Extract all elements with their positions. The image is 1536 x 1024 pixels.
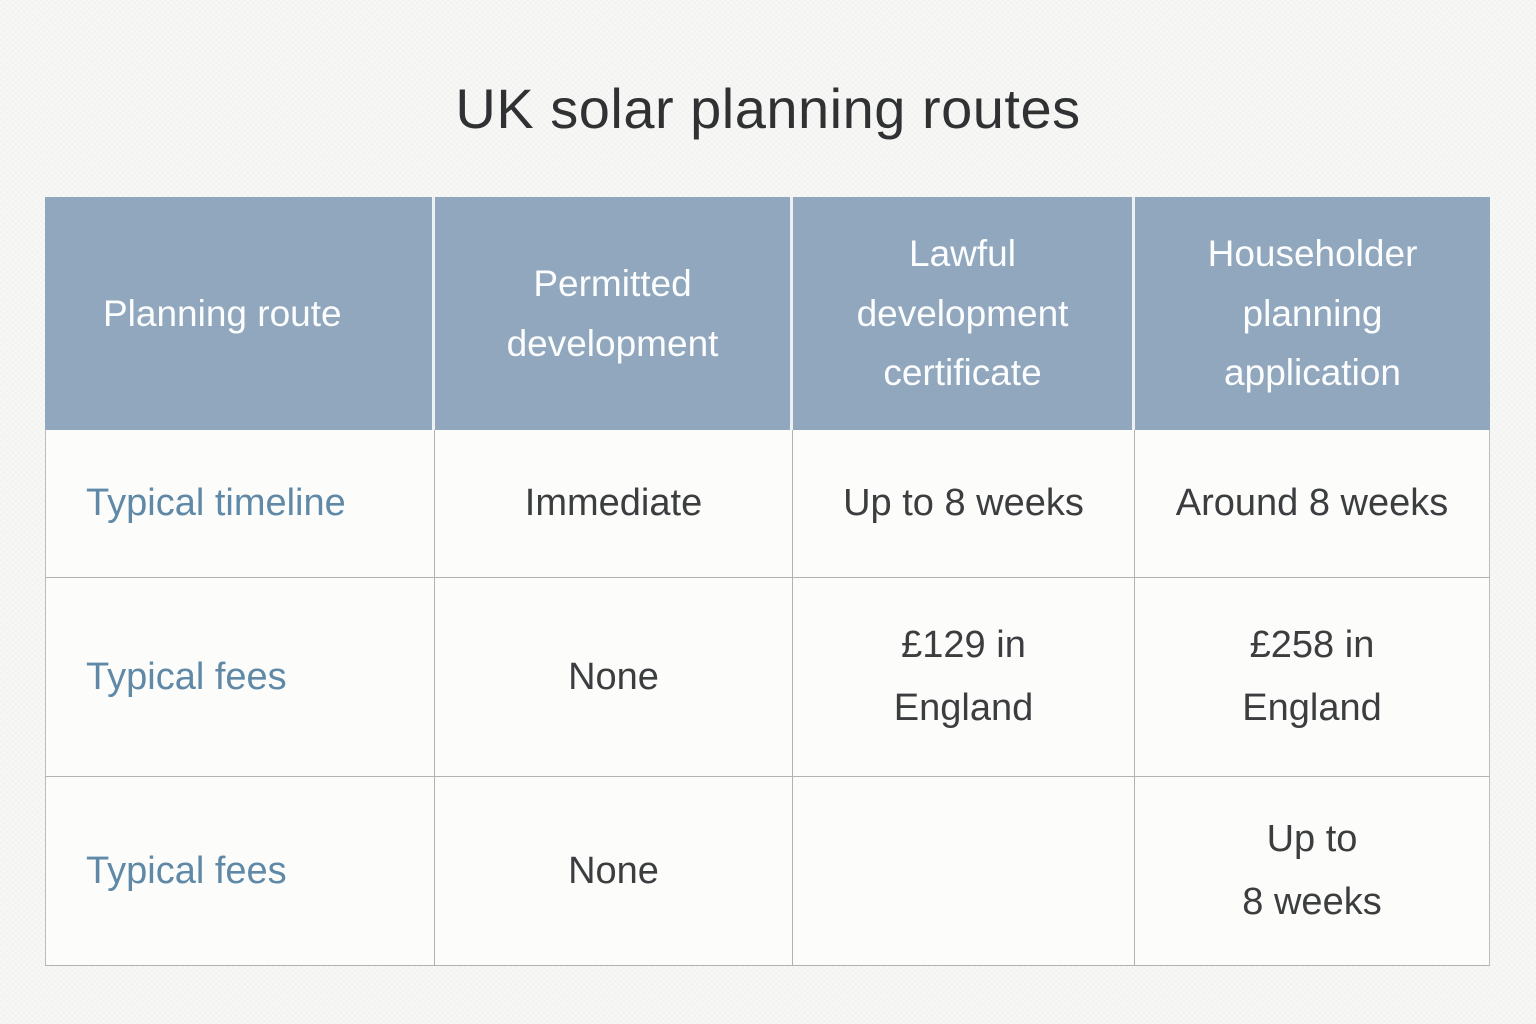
row-label-typical-fees-2: Typical fees xyxy=(45,777,435,966)
cell-timeline-lawful-development-certificate: Up to 8 weeks xyxy=(793,430,1135,578)
cell-timeline-permitted-development: Immediate xyxy=(435,430,793,578)
cell-fees-lawful-development-certificate: £129 in England xyxy=(793,578,1135,777)
cell-fees2-permitted-development: None xyxy=(435,777,793,966)
column-header-planning-route: Planning route xyxy=(45,197,435,430)
row-label-typical-timeline: Typical timeline xyxy=(45,430,435,578)
row-label-typical-fees: Typical fees xyxy=(45,578,435,777)
cell-fees2-lawful-development-certificate xyxy=(793,777,1135,966)
column-header-householder-planning-application: Householder planning application xyxy=(1135,197,1490,430)
cell-timeline-householder-planning-application: Around 8 weeks xyxy=(1135,430,1490,578)
cell-fees-permitted-development: None xyxy=(435,578,793,777)
cell-fees-householder-planning-application: £258 in England xyxy=(1135,578,1490,777)
table-row-typical-fees: Typical fees None £129 in England £258 i… xyxy=(45,578,1490,777)
column-header-lawful-development-certificate: Lawful development certificate xyxy=(793,197,1135,430)
table-row-typical-timeline: Typical timeline Immediate Up to 8 weeks… xyxy=(45,430,1490,578)
planning-routes-table: Planning route Permitted development Law… xyxy=(45,197,1490,966)
table-row-typical-fees-2: Typical fees None Up to 8 weeks xyxy=(45,777,1490,966)
page-title: UK solar planning routes xyxy=(455,77,1081,140)
column-header-permitted-development: Permitted development xyxy=(435,197,793,430)
cell-fees2-householder-planning-application: Up to 8 weeks xyxy=(1135,777,1490,966)
table-header-row: Planning route Permitted development Law… xyxy=(45,197,1490,430)
